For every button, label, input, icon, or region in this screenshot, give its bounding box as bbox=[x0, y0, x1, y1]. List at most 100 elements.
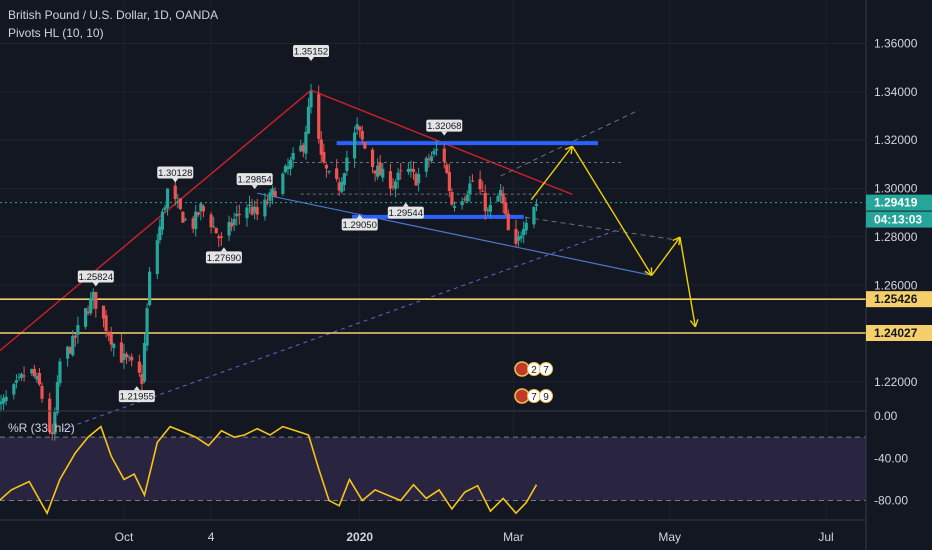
candle-body bbox=[201, 206, 206, 212]
projection-arrow-segment[interactable] bbox=[530, 145, 573, 201]
time-tick-label: Mar bbox=[503, 530, 524, 544]
candle-body bbox=[237, 213, 241, 216]
candle-body bbox=[68, 347, 72, 354]
pivot-label-box bbox=[341, 218, 378, 231]
trendline-purple-dashed[interactable] bbox=[62, 228, 622, 431]
projection-arrow-segment[interactable] bbox=[679, 237, 697, 327]
candle-body bbox=[488, 204, 492, 212]
pivot-label-pointer bbox=[133, 386, 140, 391]
candle-body bbox=[411, 169, 416, 172]
candle-body bbox=[288, 160, 293, 169]
candle-body bbox=[178, 198, 182, 210]
candle-body bbox=[504, 202, 508, 215]
candle-body bbox=[522, 228, 526, 236]
candle-body bbox=[73, 335, 77, 338]
pivot-label-text: 1.29050 bbox=[343, 220, 377, 231]
symbol-title[interactable]: British Pound / U.S. Dollar, 1D, OANDA bbox=[8, 8, 219, 22]
candle-body bbox=[122, 353, 126, 360]
pivot-label-box bbox=[387, 206, 424, 219]
pivot-label-pointer bbox=[441, 131, 448, 136]
candle-body bbox=[355, 124, 359, 130]
williams-r-panel bbox=[0, 425, 866, 516]
candle-body bbox=[263, 199, 267, 217]
pivots-indicator-label[interactable]: Pivots HL (10, 10) bbox=[8, 26, 104, 40]
candle-body bbox=[32, 368, 36, 377]
candle-body bbox=[235, 213, 239, 217]
time-tick-label: 2020 bbox=[346, 530, 373, 544]
candle-body bbox=[209, 214, 213, 228]
pivot-label-pointer bbox=[172, 178, 179, 183]
candle-body bbox=[119, 342, 124, 363]
time-tick-label: May bbox=[658, 530, 681, 544]
candle-body bbox=[427, 158, 431, 161]
candle-body bbox=[17, 376, 21, 378]
pivot-label-pointer bbox=[92, 282, 99, 287]
pivot-label-pointer bbox=[402, 202, 409, 207]
projection-arrowhead bbox=[689, 320, 696, 328]
candle-body bbox=[301, 144, 305, 152]
time-tick-label: 4 bbox=[208, 530, 215, 544]
candle-body bbox=[445, 164, 449, 174]
candle-body bbox=[112, 343, 116, 348]
candle-body bbox=[58, 361, 62, 384]
pivot-label-pointer bbox=[356, 214, 363, 219]
candle-body bbox=[432, 150, 436, 155]
candle-body bbox=[463, 198, 467, 200]
candle-body bbox=[163, 207, 167, 210]
candle-body bbox=[194, 211, 198, 230]
candle-body bbox=[534, 204, 539, 206]
candle-body bbox=[337, 182, 341, 191]
candle-body bbox=[250, 206, 254, 215]
candle-body bbox=[130, 356, 134, 361]
candle-body bbox=[245, 207, 249, 219]
pivot-label-pointer bbox=[251, 185, 258, 190]
projection-arrowhead bbox=[694, 319, 699, 328]
price-tag-box bbox=[866, 291, 932, 308]
candle-body bbox=[255, 207, 259, 215]
projection-arrowhead bbox=[570, 146, 574, 155]
candle-body bbox=[183, 219, 188, 221]
candle-body bbox=[230, 222, 234, 227]
candle-body bbox=[1, 397, 6, 404]
candle-body bbox=[299, 145, 303, 152]
williams-r-label[interactable]: %R (33, hl2) bbox=[8, 421, 75, 435]
trendline-blue[interactable] bbox=[257, 192, 652, 276]
price-tag-text: 1.29419 bbox=[874, 196, 918, 210]
candle-body bbox=[217, 236, 221, 239]
projection-arrowhead bbox=[672, 236, 681, 242]
projection-arrow-segment[interactable] bbox=[571, 145, 653, 276]
candle-body bbox=[48, 398, 52, 432]
candle-body bbox=[319, 139, 323, 155]
pivot-label-text: 1.32068 bbox=[427, 121, 461, 132]
economic-events[interactable]: 2 77 9 bbox=[514, 361, 553, 404]
candle-body bbox=[532, 206, 536, 225]
pivot-labels: 1.35152 1.32068 1.30128 1.29854 1.25824 1.276… bbox=[77, 45, 463, 403]
candle-body bbox=[524, 222, 528, 231]
candle-body bbox=[378, 162, 382, 176]
candle-body bbox=[281, 173, 285, 194]
price-tag-text: 1.24027 bbox=[874, 326, 918, 340]
event-count: 2 bbox=[531, 365, 537, 376]
price-axis[interactable]: 1.36000 1.34000 1.32000 1.30000 1.28000 1.260… bbox=[874, 37, 918, 390]
candle-body bbox=[304, 131, 308, 154]
flag-icon[interactable] bbox=[514, 361, 530, 377]
flag-icon[interactable] bbox=[514, 388, 530, 404]
candle-body bbox=[501, 193, 505, 204]
candle-body bbox=[137, 361, 141, 373]
candle-body bbox=[499, 190, 503, 196]
candle-body bbox=[352, 132, 357, 159]
candle-body bbox=[306, 106, 311, 134]
pivot-label-pointer bbox=[220, 247, 227, 252]
price-series bbox=[0, 83, 539, 441]
projection-arrow-segment[interactable] bbox=[651, 236, 681, 276]
time-axis[interactable]: Oct 4 2020 Mar May Jul bbox=[115, 530, 834, 544]
candle-body bbox=[496, 196, 500, 202]
candle-body bbox=[76, 325, 80, 335]
event-badge bbox=[539, 389, 553, 403]
trendline-grey-dashed[interactable] bbox=[515, 215, 678, 241]
wpr-tick-label: -40.00 bbox=[874, 451, 908, 465]
pivot-label-box bbox=[157, 166, 194, 179]
candle-body bbox=[71, 336, 75, 356]
candle-body bbox=[232, 219, 236, 225]
wpr-axis[interactable]: 0.00 -40.00 -80.00 bbox=[874, 409, 908, 508]
